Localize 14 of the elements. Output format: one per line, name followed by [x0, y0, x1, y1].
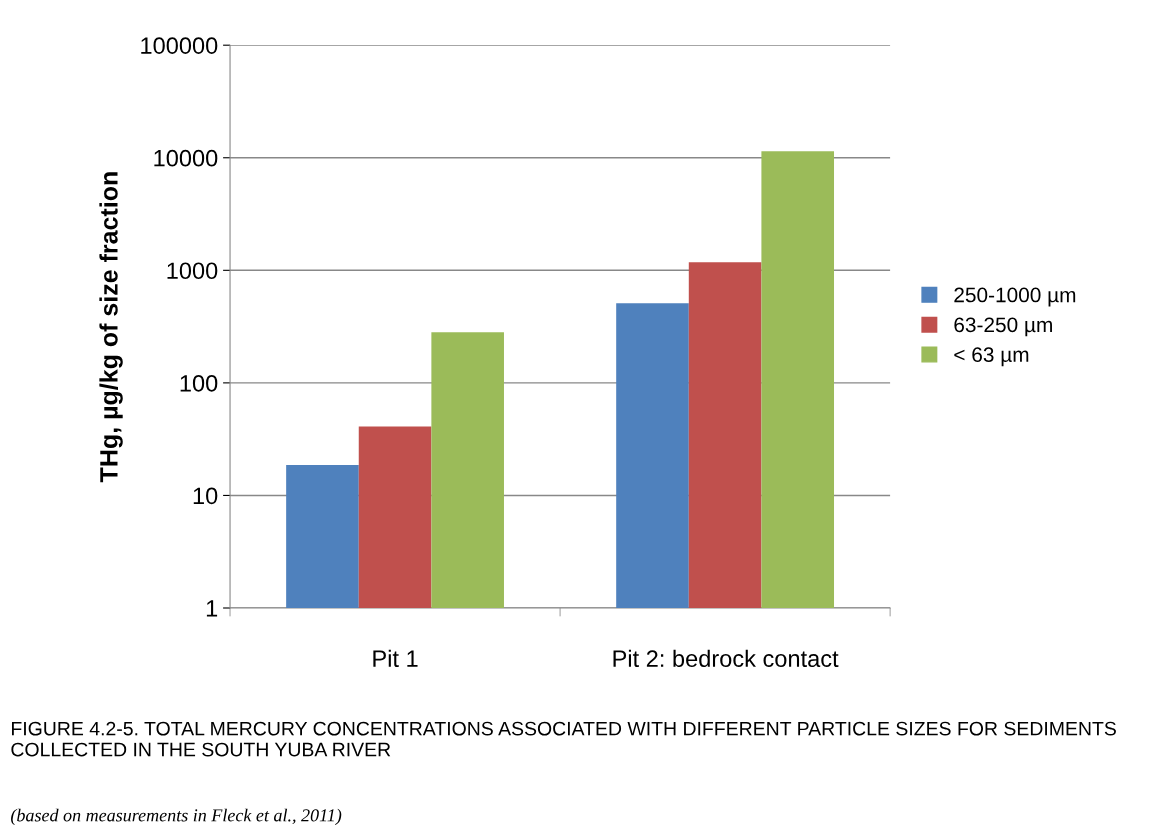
y-axis-title: THg, µg/kg of size fraction	[99, 172, 123, 483]
text: (based on measurements in Fleck et al., 2011)	[11, 808, 342, 826]
legend-label: 63-250 µm	[954, 317, 1052, 337]
x-tick-label: Pit 1	[373, 649, 418, 667]
y-tick-label: 100	[180, 374, 218, 392]
caption: FIGURE 4.2-5. TOTAL MERCURY CONCENTRATIONS ASSOCIATED WITH DIFFERENT PARTICLE SIZES FOR SEDIMENTS COLLECTED IN THE SOUTH YUBA RIVER	[11, 721, 1116, 757]
legend-label: 250-1000 µm	[954, 287, 1076, 307]
y-tick-label: 1	[206, 600, 218, 617]
y-tick-label: 10000	[154, 149, 218, 167]
y-tick-label: 10	[193, 487, 218, 505]
x-tick-label: Pit 2: bedrock contact	[613, 649, 839, 668]
y-tick-label: 100000	[141, 37, 218, 54]
y-tick-label: 1000	[167, 262, 218, 280]
legend-label: < 63 µm	[954, 347, 1029, 367]
